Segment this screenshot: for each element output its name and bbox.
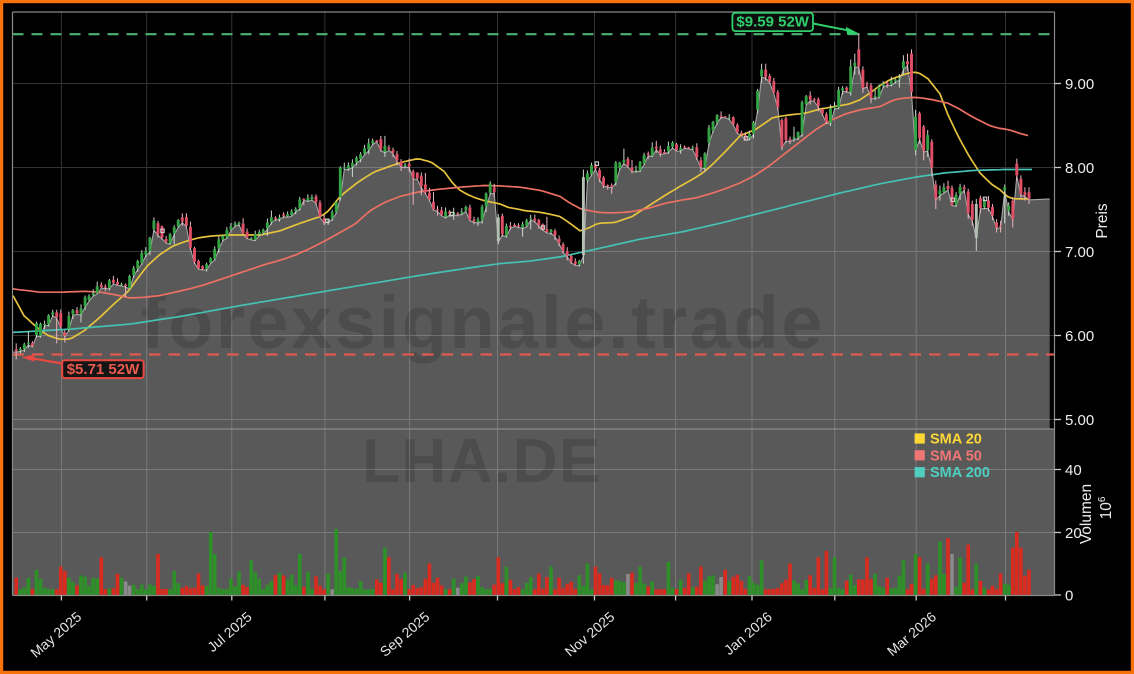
svg-text:$9.59 52W: $9.59 52W xyxy=(736,14,809,31)
svg-text:SMA 50: SMA 50 xyxy=(930,448,982,464)
svg-text:20: 20 xyxy=(1065,525,1082,542)
svg-text:Volumen: Volumen xyxy=(1078,484,1095,544)
svg-text:6.00: 6.00 xyxy=(1065,328,1094,345)
svg-text:forexsignale.trade: forexsignale.trade xyxy=(141,281,825,364)
svg-text:5.00: 5.00 xyxy=(1065,412,1094,429)
svg-text:8.00: 8.00 xyxy=(1065,160,1094,177)
svg-text:SMA 200: SMA 200 xyxy=(930,465,990,481)
svg-text:0: 0 xyxy=(1065,588,1073,605)
svg-text:9.00: 9.00 xyxy=(1065,76,1094,93)
svg-text:LHA.DE: LHA.DE xyxy=(362,427,602,496)
svg-text:SMA 20: SMA 20 xyxy=(930,432,982,448)
svg-text:$5.71 52W: $5.71 52W xyxy=(67,361,140,378)
svg-text:Preis: Preis xyxy=(1094,203,1111,239)
svg-text:40: 40 xyxy=(1065,462,1082,479)
svg-text:7.00: 7.00 xyxy=(1065,244,1094,261)
